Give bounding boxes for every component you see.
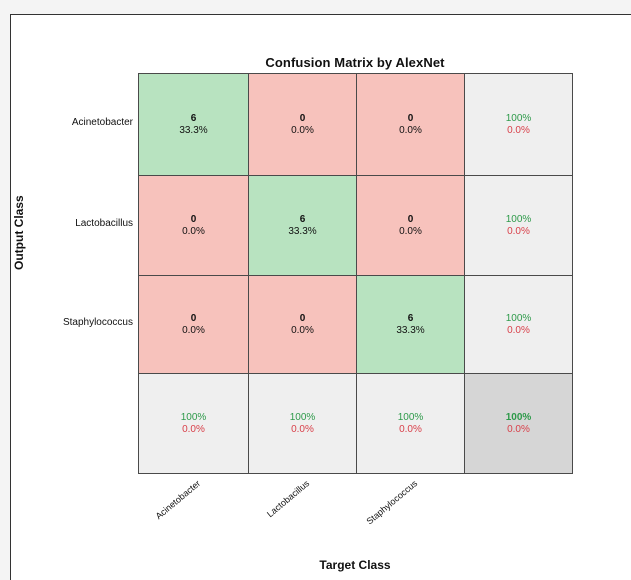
matrix-cell: 6 33.3% xyxy=(138,73,249,176)
column-summary-cell: 100% 0.0% xyxy=(248,373,357,474)
matrix-cell: 0 0.0% xyxy=(248,275,357,374)
cell-count: 6 xyxy=(407,312,414,324)
cell-count: 0 xyxy=(407,213,414,225)
matrix-cell: 0 0.0% xyxy=(138,275,249,374)
column-summary-cell: 100% 0.0% xyxy=(356,373,465,474)
cell-count: 0 xyxy=(407,112,414,124)
row-summary-error: 0.0% xyxy=(507,324,530,336)
column-summary-error: 0.0% xyxy=(182,423,205,435)
x-axis-title: Target Class xyxy=(319,558,391,572)
column-summary-error: 0.0% xyxy=(291,423,314,435)
cell-count: 0 xyxy=(299,312,306,324)
cell-percent: 0.0% xyxy=(182,324,205,336)
cell-percent: 0.0% xyxy=(291,124,314,136)
matrix-cell: 0 0.0% xyxy=(356,175,465,276)
overall-accuracy-cell: 100% 0.0% xyxy=(464,373,573,474)
column-summary-cell: 100% 0.0% xyxy=(138,373,249,474)
column-summary-correct: 100% xyxy=(180,411,207,423)
row-summary-cell: 100% 0.0% xyxy=(464,175,573,276)
cell-percent: 0.0% xyxy=(291,324,314,336)
matrix-cell: 0 0.0% xyxy=(356,73,465,176)
cell-percent: 0.0% xyxy=(399,124,422,136)
column-summary-correct: 100% xyxy=(289,411,316,423)
chart-title: Confusion Matrix by AlexNet xyxy=(265,55,445,70)
row-summary-cell: 100% 0.0% xyxy=(464,275,573,374)
matrix-cell: 0 0.0% xyxy=(248,73,357,176)
y-tick-label: Acinetobacter xyxy=(71,117,133,128)
cell-count: 6 xyxy=(190,112,197,124)
cell-percent: 33.3% xyxy=(288,225,317,237)
y-tick-label: Lactobacillus xyxy=(75,218,133,229)
cell-percent: 33.3% xyxy=(396,324,425,336)
overall-error: 0.0% xyxy=(507,423,530,435)
cell-count: 0 xyxy=(190,213,197,225)
row-summary-correct: 100% xyxy=(505,312,532,324)
column-summary-error: 0.0% xyxy=(399,423,422,435)
matrix-cell: 0 0.0% xyxy=(138,175,249,276)
overall-correct: 100% xyxy=(505,411,532,423)
cell-count: 6 xyxy=(299,213,306,225)
y-tick-label: Staphylococcus xyxy=(62,317,133,328)
confusion-matrix: 6 33.3% 0 0.0% 0 0.0% 100% 0.0% 0 0.0% 6 33.3% 0 0.0%… xyxy=(138,73,573,474)
row-summary-correct: 100% xyxy=(505,112,532,124)
cell-percent: 33.3% xyxy=(179,124,208,136)
cell-count: 0 xyxy=(190,312,197,324)
cell-count: 0 xyxy=(299,112,306,124)
row-summary-correct: 100% xyxy=(505,213,532,225)
column-summary-correct: 100% xyxy=(397,411,424,423)
cell-percent: 0.0% xyxy=(399,225,422,237)
matrix-cell: 6 33.3% xyxy=(356,275,465,374)
matrix-cell: 6 33.3% xyxy=(248,175,357,276)
row-summary-error: 0.0% xyxy=(507,225,530,237)
row-summary-cell: 100% 0.0% xyxy=(464,73,573,176)
y-axis-title: Output Class xyxy=(12,195,26,270)
cell-percent: 0.0% xyxy=(182,225,205,237)
row-summary-error: 0.0% xyxy=(507,124,530,136)
